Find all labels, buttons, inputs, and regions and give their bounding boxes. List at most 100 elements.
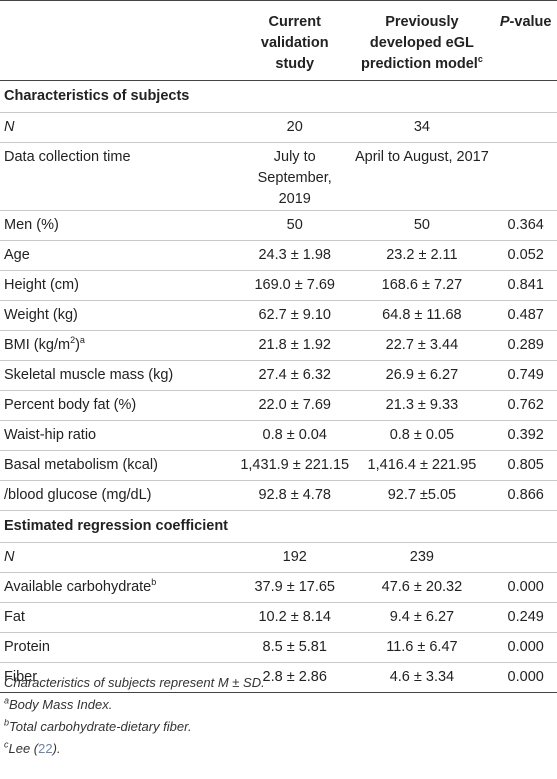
footnote-b: bTotal carbohydrate-dietary fiber. (4, 716, 265, 738)
comparison-table: Current validation study Previously deve… (0, 0, 557, 693)
cell-p-value: 0.249 (494, 602, 557, 633)
cell-current: 50 (240, 210, 350, 241)
cell-p-value (494, 142, 557, 211)
cell-p-value: 0.364 (494, 210, 557, 241)
row-label: Fiber (0, 662, 240, 693)
cell-p-value: 0.000 (494, 632, 557, 663)
bmi-label-footnote: a (79, 335, 85, 346)
table-row: Height (cm) 169.0 ± 7.69 168.6 ± 7.27 0.… (0, 270, 557, 301)
cell-previous: 64.8 ± 11.68 (349, 300, 495, 331)
cell-current: 37.9 ± 17.65 (240, 572, 350, 603)
row-label: Skeletal muscle mass (kg) (0, 360, 240, 391)
cell-p-value: 0.289 (494, 330, 557, 361)
header-previous-model-text: Previously developed eGL prediction mode… (360, 14, 478, 72)
footnote-b-mark: b (4, 717, 10, 728)
cell-current: 8.5 ± 5.81 (240, 632, 350, 663)
table-row: Percent body fat (%) 22.0 ± 7.69 21.3 ± … (0, 390, 557, 421)
row-label: Waist-hip ratio (0, 420, 240, 451)
cell-current: 22.0 ± 7.69 (240, 390, 350, 421)
cell-previous: 92.7 ±5.05 (349, 480, 495, 511)
table-row: Men (%) 50 50 0.364 (0, 210, 557, 241)
cell-current: 24.3 ± 1.98 (240, 240, 350, 271)
table-row: Fiber 2.8 ± 2.86 4.6 ± 3.34 0.000 (0, 662, 557, 693)
cell-previous: April to August, 2017 (349, 142, 495, 211)
cell-current: 0.8 ± 0.04 (240, 420, 350, 451)
cell-p-value: 0.000 (494, 572, 557, 603)
cell-previous: 34 (349, 112, 495, 143)
row-label: Percent body fat (%) (0, 390, 240, 421)
cell-p-value: 0.392 (494, 420, 557, 451)
cell-current: July to September, 2019 (240, 142, 350, 211)
header-p-value: P-value (494, 0, 557, 81)
row-label: Men (%) (0, 210, 240, 241)
reference-link[interactable]: 22 (38, 741, 53, 756)
table-row: Skeletal muscle mass (kg) 27.4 ± 6.32 26… (0, 360, 557, 391)
cell-current: 62.7 ± 9.10 (240, 300, 350, 331)
row-label-bmi: BMI (kg/m2)a (0, 330, 240, 361)
cell-p-value: 0.487 (494, 300, 557, 331)
row-label: Data collection time (0, 142, 240, 211)
row-label: N (0, 112, 240, 143)
footnote-c-mark: c (4, 739, 9, 750)
table-row: /blood glucose (mg/dL) 92.8 ± 4.78 92.7 … (0, 480, 557, 511)
cell-previous: 23.2 ± 2.11 (349, 240, 495, 271)
table-row: N 192 239 (0, 542, 557, 573)
bmi-label-text: BMI (kg/m (4, 337, 71, 353)
footnote-a: aBody Mass Index. (4, 694, 265, 716)
cell-current: 92.8 ± 4.78 (240, 480, 350, 511)
cell-p-value: 0.805 (494, 450, 557, 481)
table-body: Characteristics of subjects N 20 34 Data… (0, 80, 557, 693)
header-previous-model-sup: c (477, 54, 483, 65)
table-row: Weight (kg) 62.7 ± 9.10 64.8 ± 11.68 0.4… (0, 300, 557, 331)
row-label: Protein (0, 632, 240, 663)
table-row: BMI (kg/m2)a 21.8 ± 1.92 22.7 ± 3.44 0.2… (0, 330, 557, 361)
section-title: Estimated regression coefficient (0, 510, 240, 543)
footnote-c-text: Lee ( (8, 741, 39, 756)
cell-p-value (494, 542, 557, 573)
cell-previous: 50 (349, 210, 495, 241)
footnote-c: cLee (22). (4, 738, 265, 760)
cell-p-value: 0.762 (494, 390, 557, 421)
section-header-row: Characteristics of subjects (0, 80, 557, 113)
cell-previous: 168.6 ± 7.27 (349, 270, 495, 301)
cell-previous: 4.6 ± 3.34 (349, 662, 495, 693)
cell-previous: 47.6 ± 20.32 (349, 572, 495, 603)
row-label: Weight (kg) (0, 300, 240, 331)
cell-current: 1,431.9 ± 221.15 (240, 450, 350, 481)
table-row: Data collection time July to September, … (0, 142, 557, 211)
footnote-b-text: Total carbohydrate-dietary fiber. (9, 719, 192, 734)
table-row: Age 24.3 ± 1.98 23.2 ± 2.11 0.052 (0, 240, 557, 271)
cell-current: 21.8 ± 1.92 (240, 330, 350, 361)
table-footnotes: Characteristics of subjects represent M … (4, 672, 265, 760)
header-p-italic: P (499, 14, 510, 30)
cell-previous: 0.8 ± 0.05 (349, 420, 495, 451)
row-label: /blood glucose (mg/dL) (0, 480, 240, 511)
cell-p-value: 0.749 (494, 360, 557, 391)
cell-p-value (494, 112, 557, 143)
table-row: Available carbohydrateb 37.9 ± 17.65 47.… (0, 572, 557, 603)
cell-previous: 11.6 ± 6.47 (349, 632, 495, 663)
row-label: Basal metabolism (kcal) (0, 450, 240, 481)
cell-p-value: 0.866 (494, 480, 557, 511)
cell-current: 192 (240, 542, 350, 573)
cell-current: 20 (240, 112, 350, 143)
footnote-a-mark: a (4, 695, 10, 706)
footnote-c-close: ). (52, 741, 61, 756)
cell-current: 169.0 ± 7.69 (240, 270, 350, 301)
cell-current: 2.8 ± 2.86 (240, 662, 350, 693)
header-p-rest: -value (509, 14, 552, 30)
cell-previous: 26.9 ± 6.27 (349, 360, 495, 391)
footnote-a-text: Body Mass Index. (9, 697, 113, 712)
bmi-label-sup: 2 (70, 335, 76, 346)
cell-previous: 9.4 ± 6.27 (349, 602, 495, 633)
table-row: Protein 8.5 ± 5.81 11.6 ± 6.47 0.000 (0, 632, 557, 663)
row-label: Fat (0, 602, 240, 633)
header-previous-model: Previously developed eGL prediction mode… (349, 0, 495, 81)
section-title: Characteristics of subjects (0, 80, 240, 113)
carb-label-footnote: b (151, 577, 157, 588)
cell-previous: 22.7 ± 3.44 (349, 330, 495, 361)
cell-previous: 239 (349, 542, 495, 573)
table-row: Waist-hip ratio 0.8 ± 0.04 0.8 ± 0.05 0.… (0, 420, 557, 451)
bmi-label-after: ) (75, 337, 80, 353)
table-row: Basal metabolism (kcal) 1,431.9 ± 221.15… (0, 450, 557, 481)
